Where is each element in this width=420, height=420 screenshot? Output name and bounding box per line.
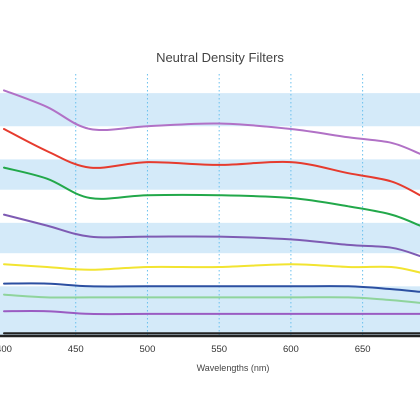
x-tick-550: 550 [211, 344, 227, 355]
x-axis-label: Wavelengths (nm) [197, 363, 270, 373]
series-line-4 [3, 213, 420, 257]
series-line-3 [3, 166, 420, 227]
x-tick-450: 450 [68, 344, 84, 355]
x-tick-400: 400 [0, 344, 12, 355]
band-3 [0, 222, 420, 254]
series-line-2 [3, 128, 420, 197]
x-tick-600: 600 [283, 344, 299, 355]
x-tick-500: 500 [140, 344, 156, 355]
series-line-8 [3, 309, 420, 316]
series-line-6 [3, 282, 420, 293]
series-line-7 [3, 293, 420, 304]
chart-title: Neutral Density Filters [156, 50, 284, 65]
band-4 [0, 286, 420, 336]
band-1 [0, 93, 420, 127]
series-lines [3, 89, 420, 335]
x-tick-labels: 400 450 500 550 600 650 [0, 344, 371, 355]
series-line-1 [3, 89, 420, 155]
x-tick-650: 650 [355, 344, 371, 355]
series-line-5 [3, 263, 420, 274]
shaded-bands [0, 93, 420, 336]
